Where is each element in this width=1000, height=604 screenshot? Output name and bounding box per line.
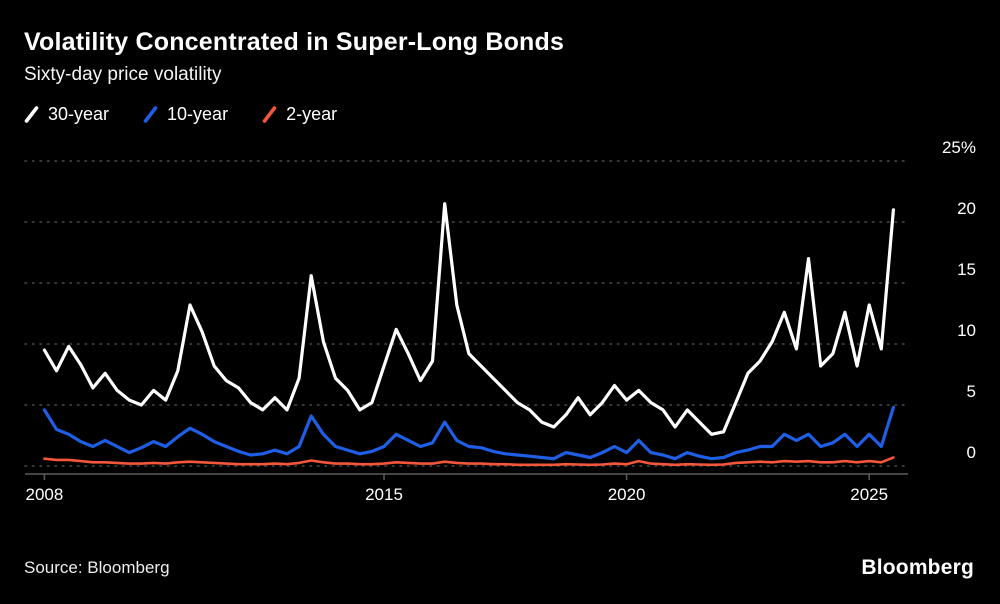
svg-text:20: 20 xyxy=(957,199,976,218)
svg-text:2008: 2008 xyxy=(25,485,63,504)
line-swatch-30-year-icon xyxy=(24,105,39,123)
legend: 30-year 10-year 2-year xyxy=(0,86,1000,125)
legend-item-2-year: 2-year xyxy=(262,104,337,125)
chart-subtitle: Sixty-day price volatility xyxy=(24,63,222,85)
legend-label-10-year: 10-year xyxy=(167,103,229,124)
svg-text:2025: 2025 xyxy=(850,485,888,504)
svg-text:15: 15 xyxy=(957,260,976,279)
source-text: Source: Bloomberg xyxy=(24,558,170,577)
legend-label-2-year: 2-year xyxy=(286,103,338,124)
legend-label-30-year: 30-year xyxy=(48,103,110,124)
svg-text:25%: 25% xyxy=(942,138,976,157)
svg-text:5: 5 xyxy=(967,382,976,401)
series-2-year xyxy=(43,455,895,466)
chart-area: 0 5 10 15 20 25% 2008 2015 2020 2025 xyxy=(0,131,1000,526)
legend-item-30-year: 30-year xyxy=(24,104,109,125)
line-swatch-2-year-icon xyxy=(262,105,277,123)
page-title: Volatility Concentrated in Super-Long Bo… xyxy=(24,28,565,56)
series-10-year xyxy=(42,405,896,461)
bloomberg-logo: Bloomberg xyxy=(861,556,974,579)
legend-item-10-year: 10-year xyxy=(143,104,228,125)
svg-text:2015: 2015 xyxy=(365,485,403,504)
svg-text:0: 0 xyxy=(967,443,976,462)
volatility-line-chart: 0 5 10 15 20 25% 2008 2015 2020 2025 xyxy=(24,138,976,504)
svg-text:2020: 2020 xyxy=(608,485,646,504)
svg-text:10: 10 xyxy=(957,321,976,340)
chart-header: Volatility Concentrated in Super-Long Bo… xyxy=(0,0,1000,86)
series-30-year xyxy=(42,201,896,436)
line-swatch-10-year-icon xyxy=(143,105,158,123)
chart-footer: Source: Bloomberg Bloomberg xyxy=(0,546,1000,604)
